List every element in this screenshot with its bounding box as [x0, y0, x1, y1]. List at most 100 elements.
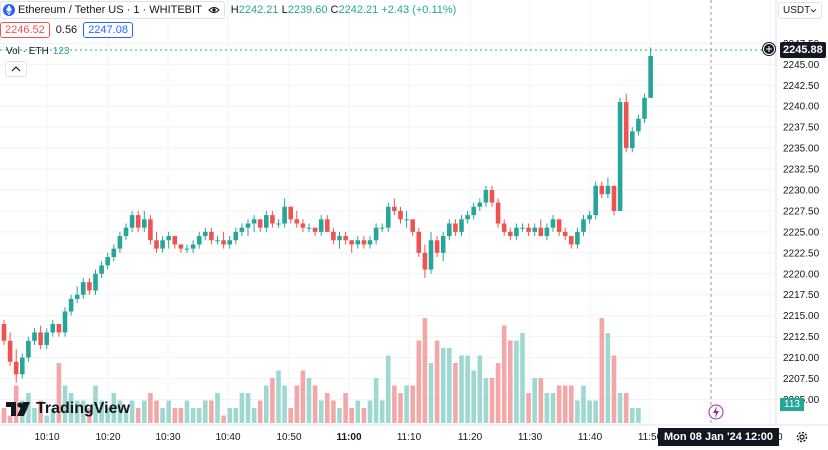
candle-body[interactable] — [581, 219, 586, 232]
candle-body[interactable] — [105, 257, 110, 266]
candle-body[interactable] — [501, 223, 507, 232]
candle-body[interactable] — [550, 219, 556, 228]
candle-body[interactable] — [282, 206, 287, 224]
candle-body[interactable] — [410, 219, 415, 232]
candle-body[interactable] — [203, 231, 208, 237]
candle-body[interactable] — [44, 332, 49, 345]
candle-body[interactable] — [642, 97, 647, 119]
candle-body[interactable] — [386, 206, 391, 228]
candle-body[interactable] — [587, 215, 592, 220]
candle-body[interactable] — [459, 219, 464, 232]
candle-body[interactable] — [648, 55, 653, 98]
candle-body[interactable] — [532, 227, 537, 232]
candle-body[interactable] — [123, 227, 129, 237]
candle-body[interactable] — [215, 240, 220, 242]
candle-body[interactable] — [99, 265, 104, 274]
candle-body[interactable] — [471, 206, 476, 216]
candle-body[interactable] — [617, 102, 623, 211]
buy-button[interactable]: 2247.08 — [83, 22, 133, 38]
candle-body[interactable] — [508, 231, 513, 237]
candle-body[interactable] — [117, 236, 123, 249]
candle-body[interactable] — [26, 340, 31, 358]
candle-body[interactable] — [605, 185, 611, 195]
candle-body[interactable] — [428, 240, 434, 270]
candle-body[interactable] — [129, 215, 135, 228]
candle-body[interactable] — [288, 206, 293, 220]
candle-body[interactable] — [544, 227, 550, 237]
lightning-icon[interactable] — [708, 404, 724, 420]
candle-body[interactable] — [32, 332, 37, 341]
candle-body[interactable] — [50, 324, 56, 333]
candle-body[interactable] — [440, 236, 446, 253]
candle-body[interactable] — [300, 223, 306, 228]
candle-body[interactable] — [483, 189, 489, 203]
candle-body[interactable] — [477, 202, 483, 207]
candle-body[interactable] — [514, 227, 519, 237]
candle-body[interactable] — [447, 223, 452, 237]
candle-body[interactable] — [520, 227, 525, 229]
candle-body[interactable] — [325, 219, 330, 232]
candle-body[interactable] — [611, 185, 617, 211]
candle-body[interactable] — [526, 227, 531, 232]
candle-body[interactable] — [379, 227, 385, 229]
candle-body[interactable] — [556, 219, 562, 232]
candle-body[interactable] — [7, 340, 13, 362]
candle-body[interactable] — [245, 223, 251, 228]
candle-body[interactable] — [355, 240, 361, 245]
candle-body[interactable] — [148, 219, 153, 241]
candle-body[interactable] — [38, 332, 43, 345]
candle-body[interactable] — [154, 240, 159, 249]
candle-body[interactable] — [233, 231, 239, 241]
candle-body[interactable] — [623, 102, 629, 149]
candle-body[interactable] — [636, 118, 641, 132]
candle-body[interactable] — [349, 240, 354, 245]
candle-body[interactable] — [575, 231, 580, 245]
candle-body[interactable] — [312, 227, 318, 232]
candle-body[interactable] — [398, 210, 403, 220]
candle-body[interactable] — [20, 357, 25, 375]
candle-body[interactable] — [227, 240, 232, 245]
candle-body[interactable] — [367, 240, 373, 245]
candle-body[interactable] — [166, 236, 171, 241]
candle-body[interactable] — [13, 361, 19, 375]
candle-body[interactable] — [489, 189, 495, 203]
add-alert-button[interactable] — [762, 42, 776, 56]
gear-icon[interactable] — [795, 430, 809, 444]
candle-body[interactable] — [538, 227, 544, 237]
candle-body[interactable] — [404, 219, 409, 221]
tradingview-logo[interactable]: TradingView — [6, 400, 130, 418]
symbol-box[interactable]: Ethereum / Tether US · 1 · WHITEBIT — [0, 1, 225, 19]
candle-body[interactable] — [343, 236, 348, 241]
candle-body[interactable] — [264, 215, 269, 228]
candle-body[interactable] — [209, 231, 214, 241]
candle-body[interactable] — [196, 236, 202, 245]
candle-body[interactable] — [392, 206, 397, 211]
candle-body[interactable] — [74, 294, 80, 299]
candle-body[interactable] — [111, 248, 117, 258]
candle-body[interactable] — [453, 223, 458, 232]
candle-body[interactable] — [221, 240, 226, 245]
currency-select[interactable]: USDT — [778, 2, 822, 19]
candle-body[interactable] — [239, 227, 245, 232]
candle-body[interactable] — [81, 282, 86, 295]
candle-body[interactable] — [630, 131, 635, 149]
candle-body[interactable] — [251, 219, 257, 224]
candle-body[interactable] — [569, 236, 574, 245]
candle-body[interactable] — [178, 244, 184, 249]
eye-icon[interactable] — [208, 5, 220, 15]
candle-body[interactable] — [373, 227, 379, 241]
collapse-legend-button[interactable] — [5, 61, 27, 77]
candle-body[interactable] — [361, 240, 367, 245]
candle-body[interactable] — [270, 215, 275, 224]
candle-body[interactable] — [495, 202, 501, 224]
candle-body[interactable] — [68, 298, 74, 312]
candle-body[interactable] — [93, 273, 98, 291]
candle-body[interactable] — [331, 231, 336, 241]
candle-body[interactable] — [337, 236, 342, 241]
candle-body[interactable] — [306, 227, 312, 229]
candle-body[interactable] — [172, 236, 178, 245]
candle-body[interactable] — [62, 311, 68, 333]
candle-body[interactable] — [257, 219, 263, 228]
candle-body[interactable] — [599, 185, 605, 195]
